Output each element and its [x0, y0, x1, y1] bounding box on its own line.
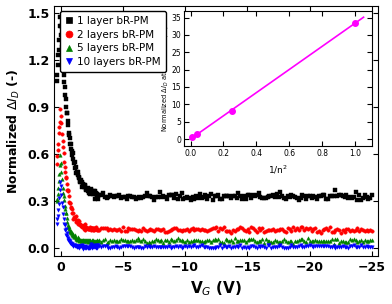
Legend: 1 layer bR-PM, 2 layers bR-PM, 5 layers bR-PM, 10 layers bR-PM: 1 layer bR-PM, 2 layers bR-PM, 5 layers …: [60, 11, 166, 72]
Y-axis label: Normalized $\Delta$$I_{D}$ (-): Normalized $\Delta$$I_{D}$ (-): [5, 68, 22, 194]
X-axis label: V$_{G}$ (V): V$_{G}$ (V): [190, 280, 243, 299]
